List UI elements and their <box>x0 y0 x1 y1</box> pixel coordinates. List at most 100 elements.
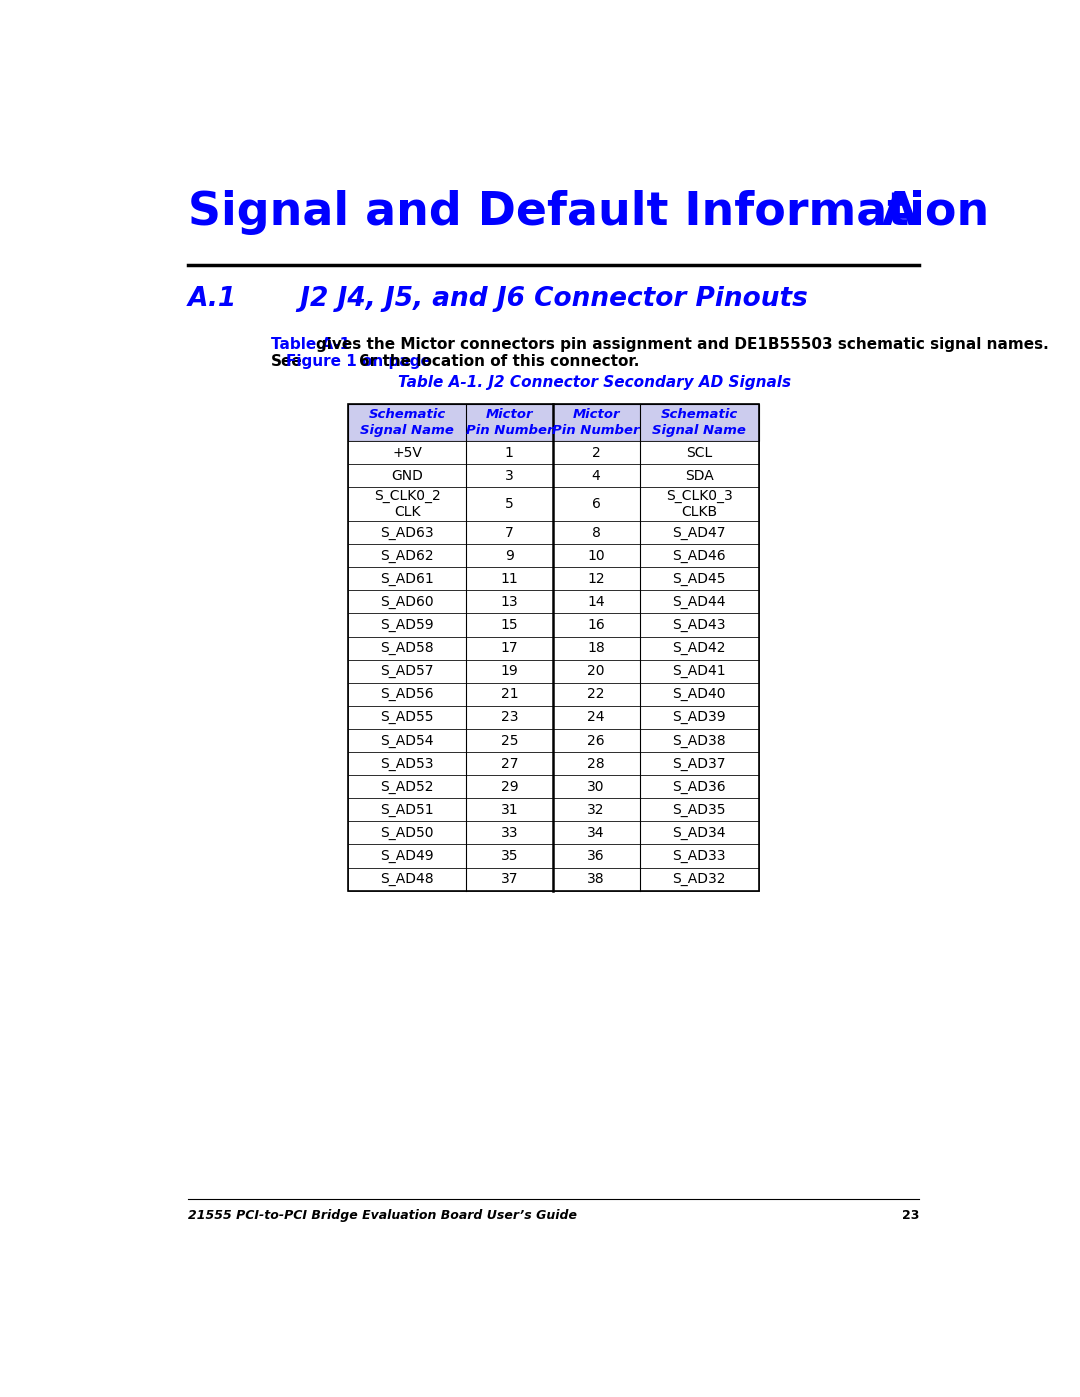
Text: S_AD42: S_AD42 <box>673 641 726 655</box>
Text: S_AD32: S_AD32 <box>673 872 726 886</box>
Text: 26: 26 <box>588 733 605 747</box>
Text: S_AD41: S_AD41 <box>673 664 726 678</box>
Text: Table A-1: Table A-1 <box>271 337 350 352</box>
Text: S_AD58: S_AD58 <box>380 641 434 655</box>
Text: S_AD47: S_AD47 <box>673 525 726 539</box>
Text: 20: 20 <box>588 664 605 678</box>
Text: 4: 4 <box>592 468 600 482</box>
Text: 15: 15 <box>500 617 518 631</box>
Text: S_AD33: S_AD33 <box>673 849 726 863</box>
Text: 37: 37 <box>500 872 518 886</box>
Text: 32: 32 <box>588 803 605 817</box>
Text: A.1       J2 J4, J5, and J6 Connector Pinouts: A.1 J2 J4, J5, and J6 Connector Pinouts <box>188 285 809 312</box>
Text: S_AD61: S_AD61 <box>380 571 434 585</box>
Bar <box>348 752 759 775</box>
Bar <box>348 613 759 637</box>
Text: 35: 35 <box>500 849 518 863</box>
Bar <box>348 441 759 464</box>
Text: 8: 8 <box>592 525 600 539</box>
Text: S_AD55: S_AD55 <box>380 711 434 725</box>
Text: 17: 17 <box>500 641 518 655</box>
Text: 21555 PCI-to-PCI Bridge Evaluation Board User’s Guide: 21555 PCI-to-PCI Bridge Evaluation Board… <box>188 1210 577 1222</box>
Text: S_AD39: S_AD39 <box>673 711 726 725</box>
Text: SDA: SDA <box>685 468 714 482</box>
Text: S_AD60: S_AD60 <box>380 595 434 609</box>
Text: 25: 25 <box>500 733 518 747</box>
Text: Mictor
Pin Number: Mictor Pin Number <box>552 408 639 437</box>
Text: S_AD48: S_AD48 <box>380 872 434 886</box>
Bar <box>348 404 759 891</box>
Text: 5: 5 <box>505 497 514 511</box>
Text: 6: 6 <box>592 497 600 511</box>
Text: 34: 34 <box>588 826 605 840</box>
Bar <box>348 798 759 821</box>
Text: S_AD40: S_AD40 <box>673 687 726 701</box>
Text: Figure 1 on page: Figure 1 on page <box>286 353 431 369</box>
Bar <box>348 521 759 545</box>
Bar <box>348 844 759 868</box>
Bar <box>348 775 759 798</box>
Text: 18: 18 <box>588 641 605 655</box>
Text: 2: 2 <box>592 446 600 460</box>
Text: S_AD54: S_AD54 <box>380 733 434 747</box>
Text: S_AD36: S_AD36 <box>673 780 726 793</box>
Text: S_AD57: S_AD57 <box>380 664 434 678</box>
Text: Schematic
Signal Name: Schematic Signal Name <box>652 408 746 437</box>
Text: S_AD62: S_AD62 <box>380 549 434 563</box>
Text: +5V: +5V <box>392 446 422 460</box>
Text: S_AD49: S_AD49 <box>380 849 434 863</box>
Bar <box>348 488 759 521</box>
Text: S_AD63: S_AD63 <box>380 525 434 539</box>
Text: A: A <box>882 190 918 235</box>
Text: S_AD51: S_AD51 <box>380 803 434 817</box>
Text: 23: 23 <box>902 1210 919 1222</box>
Text: S_AD50: S_AD50 <box>380 826 434 840</box>
Bar <box>348 705 759 729</box>
Text: 22: 22 <box>588 687 605 701</box>
Text: 9: 9 <box>504 549 514 563</box>
Text: 29: 29 <box>500 780 518 793</box>
Bar <box>348 591 759 613</box>
Text: 16: 16 <box>588 617 605 631</box>
Text: 36: 36 <box>588 849 605 863</box>
Text: S_AD43: S_AD43 <box>673 617 726 631</box>
Text: S_AD38: S_AD38 <box>673 733 726 747</box>
Bar <box>348 567 759 591</box>
Text: See: See <box>271 353 302 369</box>
Bar <box>348 637 759 659</box>
Bar <box>348 464 759 488</box>
Text: Signal and Default Information: Signal and Default Information <box>188 190 989 235</box>
Text: S_AD59: S_AD59 <box>380 617 434 631</box>
Text: S_CLK0_2
CLK: S_CLK0_2 CLK <box>374 489 441 520</box>
Bar <box>348 683 759 705</box>
Text: 23: 23 <box>500 711 518 725</box>
Text: 6r the location of this connector.: 6r the location of this connector. <box>359 353 639 369</box>
Text: gives the Mictor connectors pin assignment and DE1B55503 schematic signal names.: gives the Mictor connectors pin assignme… <box>315 337 1049 352</box>
Bar <box>348 821 759 844</box>
Text: 38: 38 <box>588 872 605 886</box>
Text: S_AD34: S_AD34 <box>673 826 726 840</box>
Bar <box>348 659 759 683</box>
Bar <box>348 404 759 441</box>
Text: 13: 13 <box>500 595 518 609</box>
Text: 21: 21 <box>500 687 518 701</box>
Text: Schematic
Signal Name: Schematic Signal Name <box>360 408 454 437</box>
Text: 31: 31 <box>500 803 518 817</box>
Text: 7: 7 <box>505 525 514 539</box>
Text: 12: 12 <box>588 571 605 585</box>
Bar <box>348 868 759 891</box>
Text: S_AD53: S_AD53 <box>380 757 434 771</box>
Text: Mictor
Pin Number: Mictor Pin Number <box>465 408 553 437</box>
Text: 30: 30 <box>588 780 605 793</box>
Text: 1: 1 <box>504 446 514 460</box>
Text: 3: 3 <box>505 468 514 482</box>
Text: GND: GND <box>391 468 423 482</box>
Text: S_AD37: S_AD37 <box>673 757 726 771</box>
Bar <box>348 545 759 567</box>
Text: S_AD44: S_AD44 <box>673 595 726 609</box>
Text: S_AD35: S_AD35 <box>673 803 726 817</box>
Text: 28: 28 <box>588 757 605 771</box>
Text: 24: 24 <box>588 711 605 725</box>
Text: 14: 14 <box>588 595 605 609</box>
Text: 11: 11 <box>500 571 518 585</box>
